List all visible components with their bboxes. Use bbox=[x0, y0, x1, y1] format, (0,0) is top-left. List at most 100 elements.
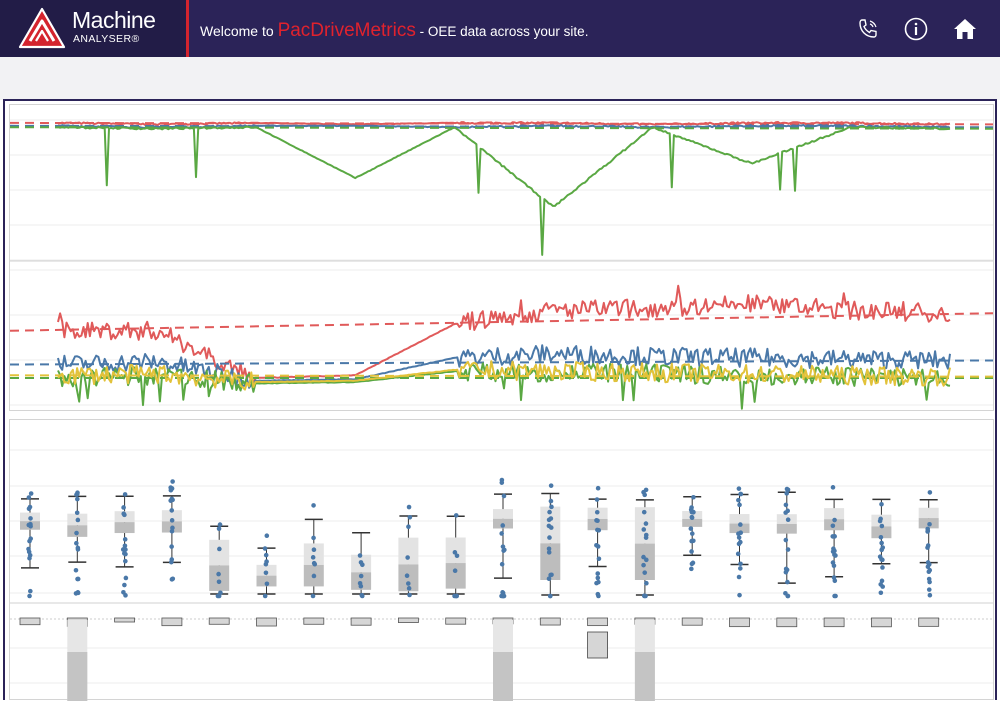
logo[interactable]: Machine ANALYSER® bbox=[0, 0, 186, 57]
box-point bbox=[643, 487, 649, 493]
box-point bbox=[926, 587, 932, 592]
box-point bbox=[548, 498, 554, 504]
box-point bbox=[785, 547, 791, 552]
box-point bbox=[169, 518, 175, 523]
box-point bbox=[595, 518, 600, 524]
box-point bbox=[263, 552, 269, 558]
boxplot-panel bbox=[9, 419, 994, 701]
box-point bbox=[785, 579, 790, 585]
box-point bbox=[264, 559, 269, 564]
logo-text: Machine bbox=[72, 7, 156, 33]
box-point bbox=[406, 524, 411, 530]
box-point bbox=[688, 507, 694, 512]
box-lower bbox=[398, 564, 419, 592]
lower-box bbox=[539, 617, 561, 626]
box-point bbox=[122, 543, 128, 549]
box-point bbox=[262, 593, 268, 599]
lower-box bbox=[871, 617, 892, 628]
box-point bbox=[643, 532, 649, 538]
trend-panel bbox=[9, 104, 994, 411]
box-upper bbox=[918, 507, 939, 519]
lower-box-mid bbox=[587, 631, 608, 659]
box-point bbox=[216, 571, 221, 577]
box-point bbox=[833, 593, 838, 599]
box-point bbox=[311, 547, 317, 553]
lower-box bbox=[303, 617, 325, 625]
box-point bbox=[595, 544, 601, 549]
box-point bbox=[641, 509, 647, 515]
box-lower bbox=[634, 543, 655, 580]
box-point bbox=[925, 560, 931, 565]
box-point bbox=[262, 546, 268, 551]
box-point bbox=[783, 502, 789, 508]
box-point bbox=[689, 566, 694, 572]
box-point bbox=[122, 537, 128, 542]
box-point bbox=[121, 590, 126, 595]
box-point bbox=[830, 534, 836, 539]
box-point bbox=[785, 593, 791, 599]
box-point bbox=[641, 554, 646, 560]
lower-box-tall-inner bbox=[634, 652, 655, 701]
box-point bbox=[691, 494, 696, 500]
box-point bbox=[169, 544, 174, 549]
box-point bbox=[502, 547, 507, 553]
box-point bbox=[407, 514, 413, 520]
box-point bbox=[311, 573, 317, 579]
box-point bbox=[642, 570, 648, 575]
box-point bbox=[643, 593, 648, 599]
box-point bbox=[453, 593, 459, 599]
info-icon[interactable] bbox=[904, 17, 928, 41]
box-point bbox=[879, 501, 884, 507]
box-point bbox=[454, 553, 460, 559]
lower-box bbox=[681, 617, 703, 626]
box-point bbox=[783, 537, 789, 543]
box-point bbox=[691, 538, 696, 544]
lower-box bbox=[397, 617, 419, 623]
box-point bbox=[925, 528, 931, 534]
box-point bbox=[122, 582, 127, 588]
box-point bbox=[596, 556, 602, 562]
box-lower bbox=[540, 543, 561, 580]
box-point bbox=[27, 593, 32, 599]
box-point bbox=[878, 590, 884, 596]
box-point bbox=[830, 523, 836, 529]
box-point bbox=[925, 545, 930, 550]
box-point bbox=[595, 485, 601, 491]
box-upper bbox=[824, 508, 845, 520]
box-point bbox=[28, 588, 33, 594]
box-point bbox=[736, 531, 741, 537]
box-upper bbox=[398, 537, 419, 565]
box-point bbox=[123, 547, 128, 552]
box-point bbox=[499, 531, 504, 536]
box-lower bbox=[729, 523, 750, 534]
box-lower bbox=[114, 522, 135, 534]
box-point bbox=[738, 522, 743, 527]
box-point bbox=[75, 545, 81, 551]
box-point bbox=[404, 573, 410, 579]
box-point bbox=[27, 555, 32, 561]
box-point bbox=[880, 557, 885, 563]
box-point bbox=[501, 493, 507, 499]
box-point bbox=[74, 492, 79, 497]
box-point bbox=[547, 509, 552, 515]
box-point bbox=[74, 540, 79, 546]
box-point bbox=[406, 581, 411, 586]
box-point bbox=[75, 590, 81, 596]
box-point bbox=[123, 575, 129, 581]
home-icon[interactable] bbox=[953, 17, 977, 41]
box-upper bbox=[303, 543, 324, 565]
box-point bbox=[170, 479, 175, 484]
box-point bbox=[879, 547, 884, 553]
box-point bbox=[73, 567, 79, 573]
box-point bbox=[501, 593, 507, 599]
toolbar bbox=[0, 57, 1000, 100]
lower-box-tall-inner bbox=[493, 652, 513, 701]
box-point bbox=[264, 533, 270, 539]
phone-icon[interactable] bbox=[856, 17, 880, 41]
box-point bbox=[547, 593, 553, 599]
box-point bbox=[595, 527, 600, 533]
box-point bbox=[546, 523, 552, 529]
box-point bbox=[594, 580, 599, 586]
box-lower bbox=[256, 575, 277, 587]
box-point bbox=[358, 583, 364, 589]
